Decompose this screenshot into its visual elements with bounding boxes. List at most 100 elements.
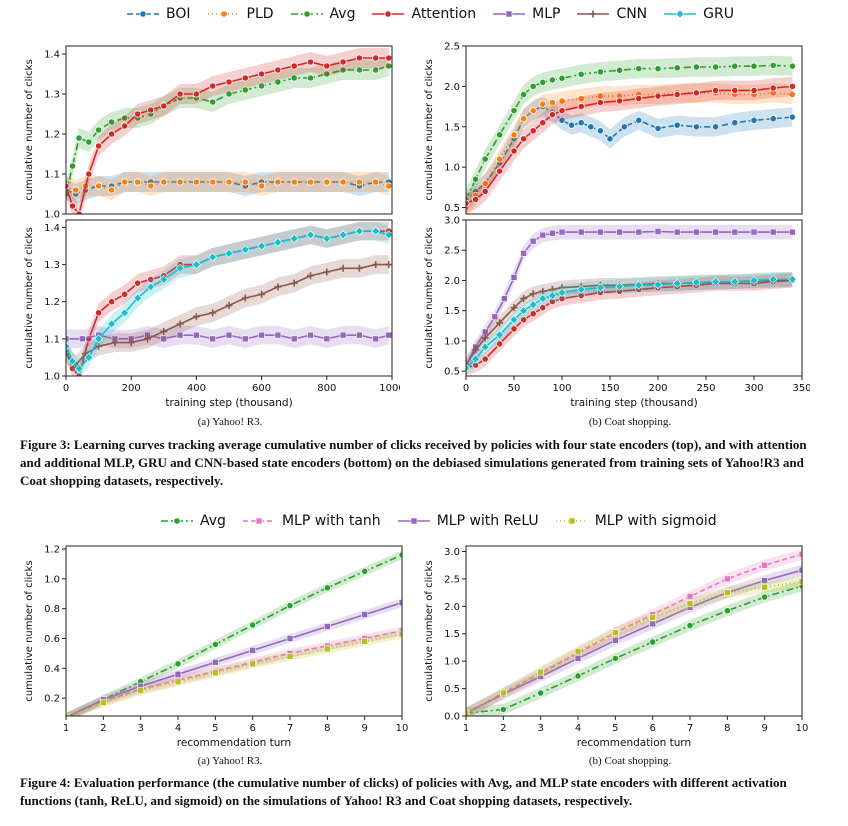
x-tick-label: 400	[187, 383, 206, 394]
point-cnn	[472, 346, 480, 354]
point-pld	[558, 97, 566, 105]
x-tick-label: 10	[796, 723, 809, 734]
x-tick-label: 200	[122, 383, 141, 394]
band-attention	[466, 273, 793, 376]
y-tick-label: 1.2	[44, 130, 60, 141]
point-boi	[606, 135, 614, 143]
point-attention	[673, 90, 681, 99]
point-pld	[306, 178, 315, 186]
point-cnn	[529, 290, 537, 298]
legend-label-mlp-with-tanh: MLP with tanh	[281, 513, 381, 529]
x-tick-label: 5	[212, 723, 218, 734]
point-avg	[174, 660, 182, 668]
point-pld	[529, 107, 537, 115]
point-boi	[635, 116, 643, 124]
point-attention	[372, 54, 380, 62]
point-gru	[711, 277, 721, 287]
point-pld	[274, 178, 282, 186]
legend-marker-attention	[384, 10, 393, 18]
legend-swatch-gru	[664, 9, 697, 19]
point-gru	[107, 319, 117, 329]
point-gru	[634, 280, 644, 290]
point-gru	[273, 237, 283, 247]
point-avg	[574, 672, 582, 680]
point-gru	[471, 354, 481, 364]
x-tick-label: 2	[100, 723, 106, 734]
legend-marker-pld	[219, 10, 228, 18]
y-tick-label: 1.3	[44, 260, 60, 271]
point-mlp-with-sigmoid	[798, 578, 802, 585]
point-cnn	[323, 268, 331, 276]
point-pld	[209, 178, 217, 186]
point-mlp-with-tanh	[761, 561, 768, 569]
point-avg	[611, 654, 619, 663]
point-mlp	[176, 331, 184, 339]
point-avg	[471, 175, 480, 183]
point-boi	[673, 121, 681, 129]
legend-item-boi: BOI	[126, 6, 191, 22]
band-pld	[466, 83, 793, 214]
point-gru	[146, 282, 156, 292]
point-mlp	[769, 228, 777, 236]
point-cnn	[127, 339, 135, 347]
point-avg	[577, 70, 585, 78]
point-pld	[539, 100, 547, 108]
legend-swatch-boi	[127, 10, 159, 18]
point-avg	[241, 86, 249, 94]
point-cnn	[539, 287, 547, 295]
f4_yahoo-frame	[65, 545, 403, 717]
point-mlp	[339, 331, 347, 339]
point-mlp-with-sigmoid	[612, 629, 619, 636]
point-avg	[520, 90, 528, 99]
point-attention	[85, 170, 93, 178]
y-tick-label: 1.2	[44, 544, 60, 555]
point-attention	[692, 89, 700, 97]
point-avg	[499, 705, 507, 714]
point-mlp	[193, 331, 200, 339]
y-tick-label: 1.5	[444, 306, 460, 317]
point-cnn	[66, 350, 70, 358]
legend-marker-avg	[173, 517, 181, 525]
point-mlp	[372, 335, 380, 343]
point-mlp	[635, 228, 643, 236]
point-pld	[176, 178, 184, 186]
point-cnn	[290, 279, 298, 287]
point-mlp	[290, 335, 298, 343]
point-mlp	[577, 228, 585, 236]
legend-marker-gru	[675, 9, 685, 19]
point-mlp-with-sigmoid	[466, 709, 470, 716]
y-tick-label: 2.5	[444, 42, 460, 53]
y-tick-label: 1.0	[44, 574, 60, 585]
legend-label-avg: Avg	[329, 6, 356, 22]
point-mlp	[209, 335, 216, 343]
point-gru	[175, 263, 185, 273]
f3-coat-top-chart: 0.5 1.0 1.5 2.0 2.5 cumulative number of clic…	[420, 40, 810, 218]
point-avg	[323, 584, 331, 592]
point-mlp	[539, 231, 547, 239]
point-pld	[355, 178, 363, 186]
band-gru	[466, 272, 793, 376]
point-avg	[372, 66, 380, 74]
point-gru	[120, 308, 130, 318]
point-mlp	[750, 228, 758, 236]
x-axis-label: training step (thousand)	[570, 397, 697, 409]
point-gru	[257, 241, 267, 251]
y-tick-label: 0.8	[44, 604, 60, 615]
point-attention	[176, 90, 184, 98]
band-mlp-with-sigmoid	[466, 576, 802, 716]
series-line-mlp-with-relu	[466, 569, 802, 714]
point-mlp-with-sigmoid	[574, 647, 582, 655]
point-pld	[134, 178, 142, 186]
point-gru	[749, 276, 759, 285]
y-tick-label: 2.0	[444, 602, 460, 613]
f3-subcaption-b: (b) Coat shopping.	[588, 416, 672, 428]
legend-swatch-mlp	[493, 10, 526, 18]
point-gru	[68, 356, 77, 366]
point-attention	[558, 107, 566, 115]
point-cnn	[95, 342, 103, 350]
legend-marker-boi	[139, 10, 147, 18]
x-tick-label: 100	[552, 383, 571, 394]
point-mlp	[66, 335, 70, 343]
y-tick-label: 1.0	[44, 210, 60, 219]
point-pld	[72, 186, 80, 194]
